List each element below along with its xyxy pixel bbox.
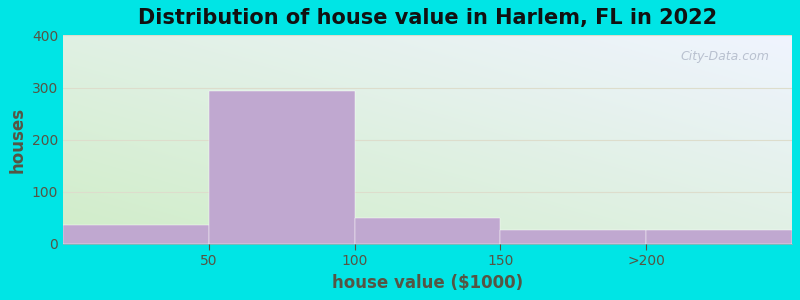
Title: Distribution of house value in Harlem, FL in 2022: Distribution of house value in Harlem, F… bbox=[138, 8, 717, 28]
Bar bbox=[63, 226, 209, 244]
Bar bbox=[354, 218, 500, 244]
Bar bbox=[209, 91, 354, 244]
Bar bbox=[646, 230, 792, 244]
Y-axis label: houses: houses bbox=[8, 106, 26, 172]
X-axis label: house value ($1000): house value ($1000) bbox=[332, 274, 523, 292]
Bar bbox=[500, 230, 646, 244]
Text: City-Data.com: City-Data.com bbox=[681, 50, 770, 63]
